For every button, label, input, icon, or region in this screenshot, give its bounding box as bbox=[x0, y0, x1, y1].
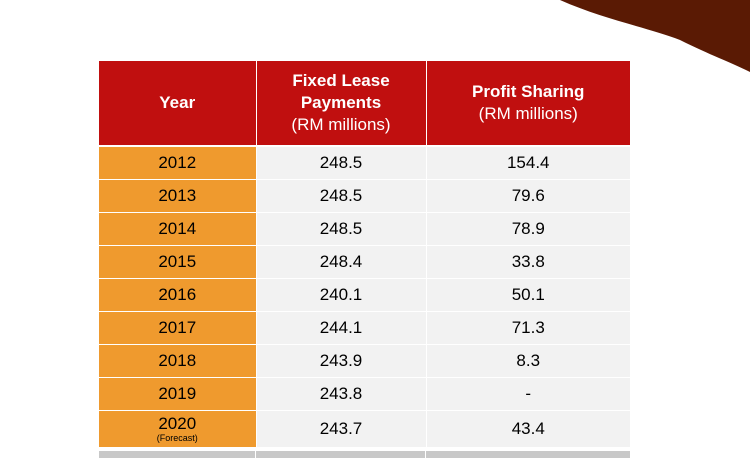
profit-sharing-cell: 33.8 bbox=[426, 245, 630, 279]
fixed-lease-cell: 240.1 bbox=[256, 278, 427, 312]
year-cell: 2013 bbox=[99, 179, 257, 213]
fixed-lease-cell: 248.5 bbox=[256, 212, 427, 246]
strip-segment bbox=[426, 451, 630, 458]
table-row: 2012 248.5 154.4 bbox=[99, 145, 630, 180]
table-bottom-strip bbox=[99, 451, 630, 458]
table-row: 2016 240.1 50.1 bbox=[99, 278, 630, 312]
strip-divider bbox=[255, 451, 256, 458]
strip-segment bbox=[256, 451, 425, 458]
year-cell: 2017 bbox=[99, 311, 257, 345]
year-cell: 2012 bbox=[99, 145, 257, 180]
fixed-lease-cell: 243.9 bbox=[256, 344, 427, 378]
table-row: 2020 (Forecast) 243.7 43.4 bbox=[99, 410, 630, 447]
strip-segment bbox=[99, 451, 255, 458]
table-row: 2013 248.5 79.6 bbox=[99, 179, 630, 213]
lease-payments-table: Year Fixed Lease Payments (RM millions) … bbox=[99, 61, 630, 447]
table-row: 2018 243.9 8.3 bbox=[99, 344, 630, 378]
forecast-note: (Forecast) bbox=[156, 433, 198, 443]
fixed-lease-header: Fixed Lease Payments (RM millions) bbox=[256, 61, 427, 146]
table-row: 2019 243.8 - bbox=[99, 377, 630, 411]
table-row: 2017 244.1 71.3 bbox=[99, 311, 630, 345]
year-cell: 2015 bbox=[99, 245, 257, 279]
fixed-lease-cell: 243.8 bbox=[256, 377, 427, 411]
profit-sharing-cell: 8.3 bbox=[426, 344, 630, 378]
year-cell: 2016 bbox=[99, 278, 257, 312]
profit-sharing-header: Profit Sharing (RM millions) bbox=[426, 61, 630, 146]
table-row: 2015 248.4 33.8 bbox=[99, 245, 630, 279]
profit-sharing-cell: 154.4 bbox=[426, 145, 630, 180]
fixed-lease-cell: 248.5 bbox=[256, 145, 427, 180]
fixed-lease-header-title: Fixed Lease Payments bbox=[292, 71, 390, 112]
fixed-lease-cell: 248.4 bbox=[256, 245, 427, 279]
table-row: 2014 248.5 78.9 bbox=[99, 212, 630, 246]
year-value: 2020 bbox=[158, 414, 197, 433]
fixed-lease-cell: 244.1 bbox=[256, 311, 427, 345]
profit-sharing-cell: - bbox=[426, 377, 630, 411]
profit-sharing-cell: 79.6 bbox=[426, 179, 630, 213]
decorative-corner-shape bbox=[560, 0, 750, 72]
fixed-lease-cell: 243.7 bbox=[256, 410, 427, 447]
profit-sharing-cell: 50.1 bbox=[426, 278, 630, 312]
year-cell: 2014 bbox=[99, 212, 257, 246]
profit-sharing-header-unit: (RM millions) bbox=[478, 104, 578, 123]
profit-sharing-header-title: Profit Sharing bbox=[472, 82, 585, 101]
year-cell: 2018 bbox=[99, 344, 257, 378]
year-header: Year bbox=[99, 61, 257, 146]
strip-divider bbox=[425, 451, 426, 458]
profit-sharing-cell: 43.4 bbox=[426, 410, 630, 447]
year-header-label: Year bbox=[159, 93, 196, 112]
fixed-lease-cell: 248.5 bbox=[256, 179, 427, 213]
profit-sharing-cell: 71.3 bbox=[426, 311, 630, 345]
year-cell: 2019 bbox=[99, 377, 257, 411]
year-cell: 2020 (Forecast) bbox=[99, 410, 257, 447]
table-header-row: Year Fixed Lease Payments (RM millions) … bbox=[99, 61, 630, 146]
profit-sharing-cell: 78.9 bbox=[426, 212, 630, 246]
fixed-lease-header-unit: (RM millions) bbox=[291, 115, 391, 134]
